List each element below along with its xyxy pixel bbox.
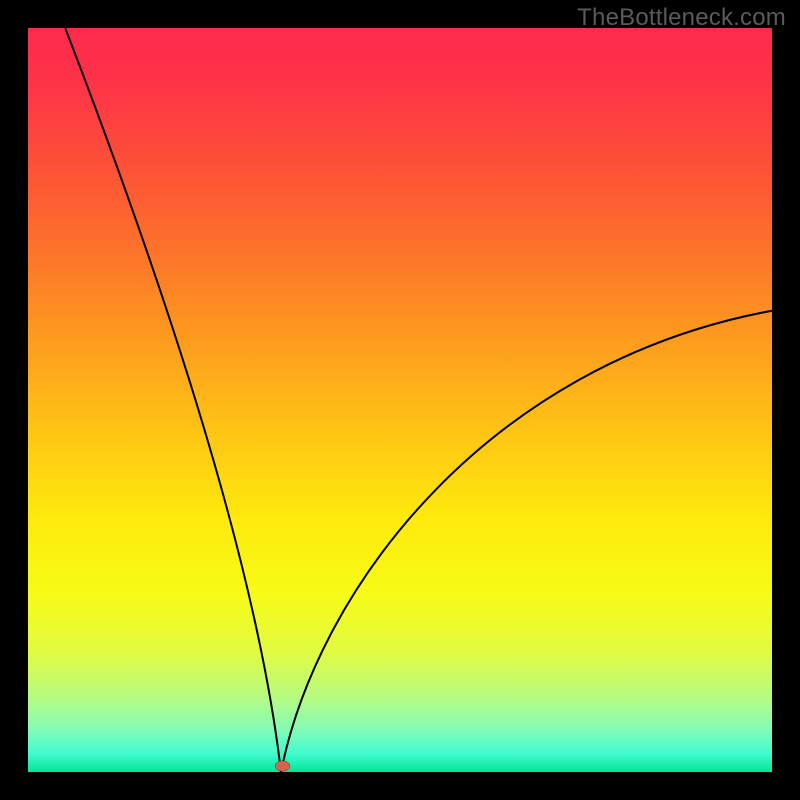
chart-frame: TheBottleneck.com bbox=[0, 0, 800, 800]
plot-background bbox=[28, 28, 772, 772]
plot-area bbox=[28, 28, 772, 772]
watermark-text: TheBottleneck.com bbox=[577, 4, 786, 32]
bottleneck-chart bbox=[28, 28, 772, 772]
optimal-point-marker bbox=[275, 761, 290, 771]
